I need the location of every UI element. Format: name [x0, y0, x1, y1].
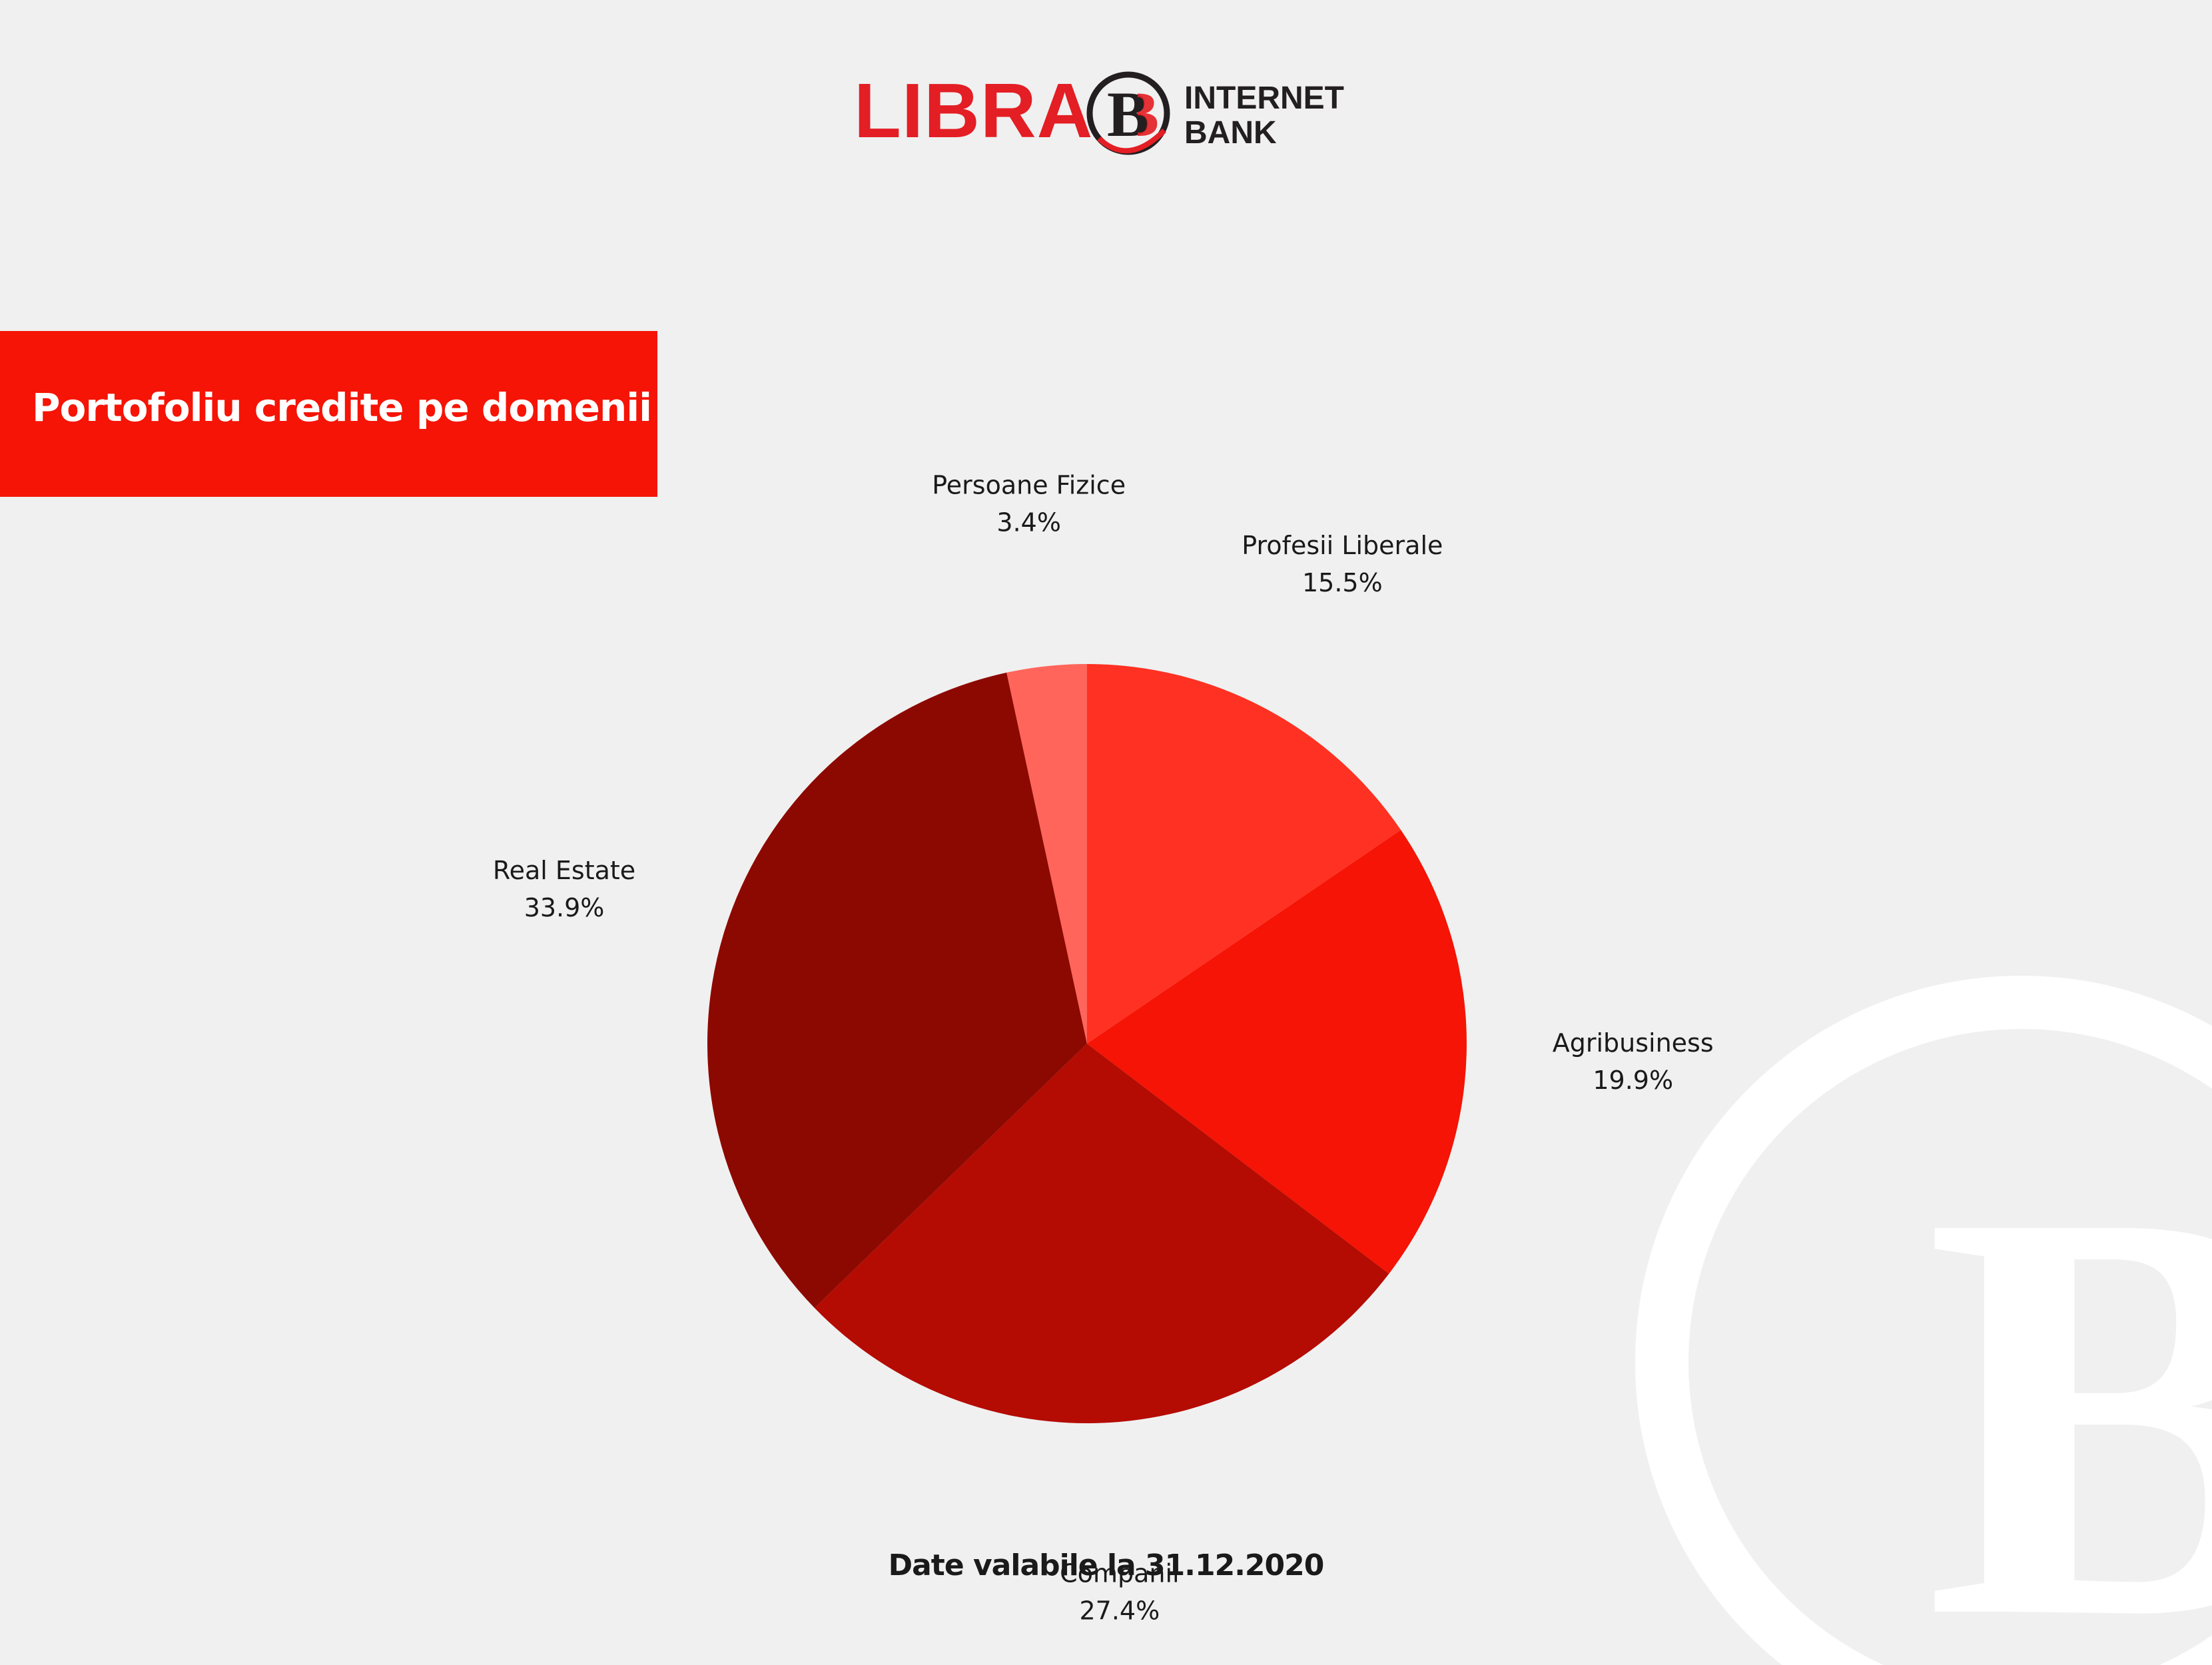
slice-label: Real Estate — [493, 856, 635, 885]
slice-value-label: 27.4% — [1080, 1596, 1160, 1626]
pie-slice-real-estate — [707, 672, 1087, 1308]
data-validity-note: Date valabile la 31.12.2020 — [888, 1548, 1325, 1582]
logo-subtitle-line2: BANK — [1184, 115, 1277, 151]
bank-logo[interactable]: LIBRA B B INTERNET BANK — [0, 67, 2212, 160]
pie-slice-companii — [814, 1044, 1389, 1424]
pie-labels: Profesii Liberale 15.5% Agribusiness 19.9% C… — [493, 471, 1714, 1626]
slice-value-label: 3.4% — [996, 508, 1061, 537]
page-title: Portofoliu credite pe domenii — [32, 385, 652, 430]
logo-emblem-icon: B B — [1086, 71, 1170, 155]
slice-label: Persoane Fizice — [932, 471, 1126, 500]
pie-slice-profesii-liberale — [1087, 664, 1401, 1044]
svg-text:B: B — [1925, 1090, 2212, 1665]
pie-slice-agribusiness — [1087, 830, 1467, 1274]
slice-value-label: 19.9% — [1593, 1066, 1673, 1095]
slice-label: Companii — [1060, 1559, 1179, 1588]
pie-slices — [707, 664, 1467, 1424]
section-banner: Portofoliu credite pe domenii — [0, 331, 657, 497]
logo-subtitle: INTERNET BANK — [1184, 81, 1344, 151]
logo-wordmark: LIBRA — [854, 67, 1094, 154]
svg-text:B: B — [1107, 79, 1150, 150]
watermark-emblem-icon: B — [1635, 976, 2212, 1665]
slice-label: Profesii Liberale — [1242, 531, 1443, 560]
logo-subtitle-line1: INTERNET — [1184, 81, 1344, 116]
slice-label: Agribusiness — [1553, 1028, 1714, 1058]
slice-value-label: 33.9% — [524, 893, 605, 922]
pie-slice-persoane-fizice — [1006, 664, 1087, 1044]
slice-value-label: 15.5% — [1302, 568, 1383, 597]
